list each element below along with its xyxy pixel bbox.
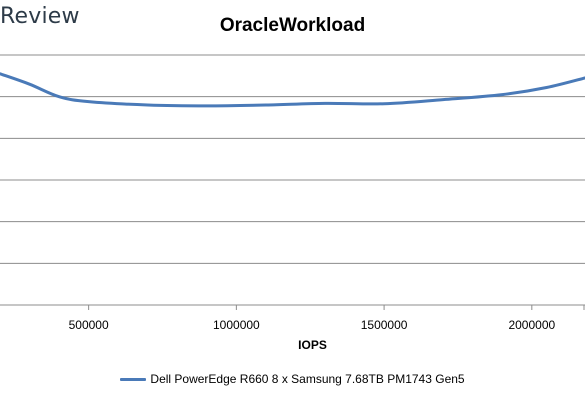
legend-swatch	[120, 377, 147, 381]
x-tick-label: 1500000	[361, 318, 408, 332]
x-tick-label: 2000000	[508, 318, 555, 332]
x-tick-labels: 500000 1000000 1500000 2000000	[69, 318, 556, 332]
x-axis	[0, 304, 585, 310]
legend-label: Dell PowerEdge R660 8 x Samsung 7.68TB P…	[150, 372, 465, 386]
series-lines	[0, 72, 585, 108]
gridlines	[0, 54, 585, 264]
chart-title: OracleWorkload	[219, 15, 366, 36]
series-line	[0, 72, 585, 108]
x-tick-label: 500000	[69, 318, 109, 332]
x-axis-label: IOPS	[298, 338, 327, 352]
logo-text: Review	[0, 4, 80, 29]
legend: Dell PowerEdge R660 8 x Samsung 7.68TB P…	[0, 372, 585, 386]
x-tick-label: 1000000	[213, 318, 260, 332]
